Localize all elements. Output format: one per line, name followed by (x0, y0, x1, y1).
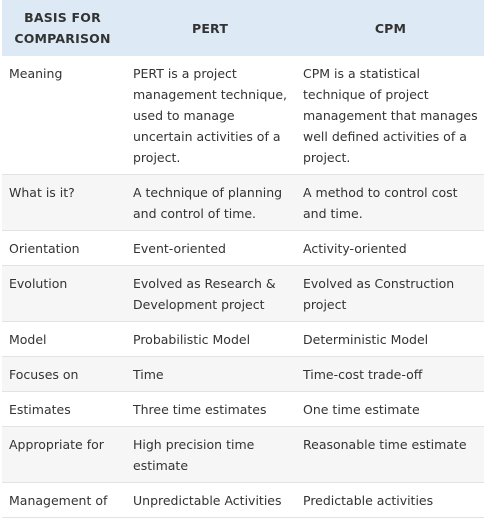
row-basis: Management of (2, 482, 123, 518)
row-pert: Unpredictable Activities (123, 482, 297, 518)
row-cpm: Predictable activities (297, 482, 484, 518)
row-basis: Model (2, 321, 123, 357)
table-row: Appropriate for High precision time esti… (2, 426, 484, 483)
row-pert: Evolved as Research & Development projec… (123, 265, 297, 322)
row-cpm: A method to control cost and time. (297, 174, 484, 231)
table-row: What is it? A technique of planning and … (2, 174, 484, 231)
row-pert: Probabilistic Model (123, 321, 297, 357)
row-pert: A technique of planning and control of t… (123, 174, 297, 231)
row-pert: Three time estimates (123, 391, 297, 427)
table-row: Orientation Event-oriented Activity-orie… (2, 230, 484, 266)
table-row: Evolution Evolved as Research & Developm… (2, 265, 484, 322)
table-row: Model Probabilistic Model Deterministic … (2, 321, 484, 357)
row-pert: Time (123, 356, 297, 392)
row-cpm: Deterministic Model (297, 321, 484, 357)
row-basis: Focuses on (2, 356, 123, 392)
table-row: Management of Unpredictable Activities P… (2, 482, 484, 518)
row-basis: Evolution (2, 265, 123, 322)
table-header-row: BASIS FOR COMPARISON PERT CPM (2, 0, 484, 56)
row-cpm: Time-cost trade-off (297, 356, 484, 392)
row-basis: Appropriate for (2, 426, 123, 483)
row-cpm: Activity-oriented (297, 230, 484, 266)
row-cpm: CPM is a statistical technique of projec… (297, 56, 484, 175)
row-pert: Event-oriented (123, 230, 297, 266)
header-pert: PERT (191, 20, 229, 36)
table-row: Focuses on Time Time-cost trade-off (2, 356, 484, 392)
header-basis: BASIS FOR COMPARISON (14, 10, 111, 46)
row-basis: Meaning (2, 56, 123, 175)
row-cpm: One time estimate (297, 391, 484, 427)
table-row: Estimates Three time estimates One time … (2, 391, 484, 427)
row-basis: What is it? (2, 174, 123, 231)
header-cpm: CPM (374, 20, 407, 36)
row-basis: Estimates (2, 391, 123, 427)
table-row: Meaning PERT is a project management tec… (2, 56, 484, 175)
row-pert: High precision time estimate (123, 426, 297, 483)
row-pert: PERT is a project management technique, … (123, 56, 297, 175)
row-basis: Orientation (2, 230, 123, 266)
row-cpm: Reasonable time estimate (297, 426, 484, 483)
row-cpm: Evolved as Construction project (297, 265, 484, 322)
